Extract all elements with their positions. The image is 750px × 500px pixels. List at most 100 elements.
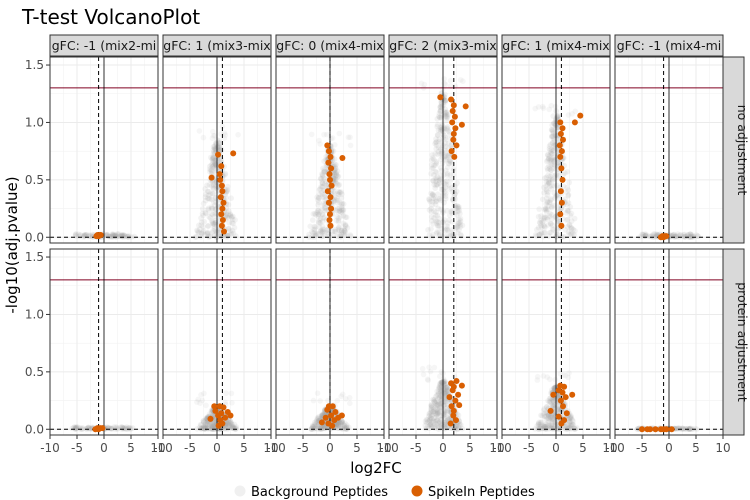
background-point (213, 163, 219, 169)
background-point (563, 217, 570, 223)
y-axis-title: -log10(adj.pvalue) (3, 176, 21, 313)
background-point (335, 173, 342, 180)
background-point (441, 199, 447, 206)
strip-label: no adjustment (735, 105, 750, 196)
spikein-point (217, 176, 224, 183)
spikein-point (558, 148, 565, 155)
background-point (537, 220, 543, 226)
spikein-point (327, 211, 333, 218)
background-point (209, 205, 216, 212)
background-point (437, 114, 443, 121)
x-tick-label: 5 (353, 441, 361, 455)
background-point (210, 221, 217, 227)
background-point (200, 200, 207, 207)
background-point (329, 135, 336, 141)
background-point (444, 226, 450, 233)
background-point (228, 230, 235, 237)
background-point (427, 368, 434, 375)
background-point (452, 191, 458, 197)
background-point (228, 213, 235, 220)
background-point (334, 172, 340, 178)
spikein-point (448, 148, 455, 155)
background-point (210, 181, 217, 188)
background-point (202, 210, 209, 216)
panel-border (162, 56, 272, 244)
panel-r2-c5 (501, 248, 611, 436)
background-point (216, 140, 223, 147)
background-point (202, 425, 208, 432)
background-point (212, 160, 218, 166)
background-point (316, 194, 322, 201)
x-tick-label: 0 (326, 441, 334, 455)
chart-title: T-test VolcanoPlot (21, 5, 200, 29)
legend-spikein-marker (411, 485, 423, 497)
background-point (208, 167, 214, 173)
background-point (223, 208, 230, 215)
background-point (331, 171, 338, 178)
spikein-point (318, 419, 325, 426)
background-point (337, 214, 344, 220)
spikein-point (219, 205, 226, 212)
background-point (306, 231, 312, 238)
background-point (205, 229, 211, 236)
spikein-point (569, 391, 576, 398)
background-point (214, 157, 221, 163)
background-point (211, 223, 217, 229)
background-point (213, 183, 219, 189)
background-point (210, 159, 216, 165)
background-point (107, 233, 113, 240)
spikein-point (557, 130, 564, 137)
background-point (205, 188, 211, 195)
background-point (448, 185, 455, 191)
background-point (223, 212, 229, 218)
background-point (210, 155, 216, 161)
background-point (195, 228, 201, 234)
background-point (534, 377, 541, 383)
background-point (205, 195, 211, 202)
x-tick-label: 5 (127, 441, 135, 455)
background-point (114, 233, 120, 240)
background-point (224, 188, 231, 194)
background-point (226, 226, 232, 232)
spikein-point (453, 417, 459, 424)
spikein-point (449, 119, 456, 126)
background-point (333, 176, 339, 183)
background-point (315, 202, 321, 208)
background-point (554, 174, 560, 180)
background-point (235, 132, 241, 138)
x-tick-label: 0 (439, 441, 447, 455)
background-point (332, 228, 338, 235)
background-point (331, 170, 338, 177)
background-point (213, 140, 219, 146)
spikein-point (557, 397, 564, 404)
background-point (207, 191, 214, 197)
background-point (427, 421, 434, 428)
background-point (230, 213, 236, 220)
background-point (338, 228, 345, 234)
background-point (335, 209, 341, 215)
background-point (695, 233, 701, 239)
facet-strip-col-1: gFC: -1 (mix2-mi (49, 34, 159, 57)
background-point (210, 154, 216, 160)
background-point (194, 399, 200, 405)
spikein-point (558, 165, 565, 172)
spikein-point (218, 163, 225, 170)
background-point (211, 213, 218, 220)
spikein-point (550, 391, 557, 398)
background-point (206, 214, 212, 220)
background-point (339, 191, 345, 197)
background-point (320, 215, 327, 222)
background-point (205, 223, 211, 229)
background-point (208, 183, 215, 189)
background-point (319, 183, 326, 190)
background-point (229, 400, 235, 406)
background-point (319, 179, 325, 185)
background-point (215, 227, 221, 234)
background-point (429, 198, 436, 205)
background-point (108, 233, 114, 240)
background-point (338, 195, 345, 201)
background-point (316, 191, 323, 198)
background-point (206, 195, 212, 202)
strip-box (49, 34, 159, 57)
background-point (419, 365, 426, 372)
